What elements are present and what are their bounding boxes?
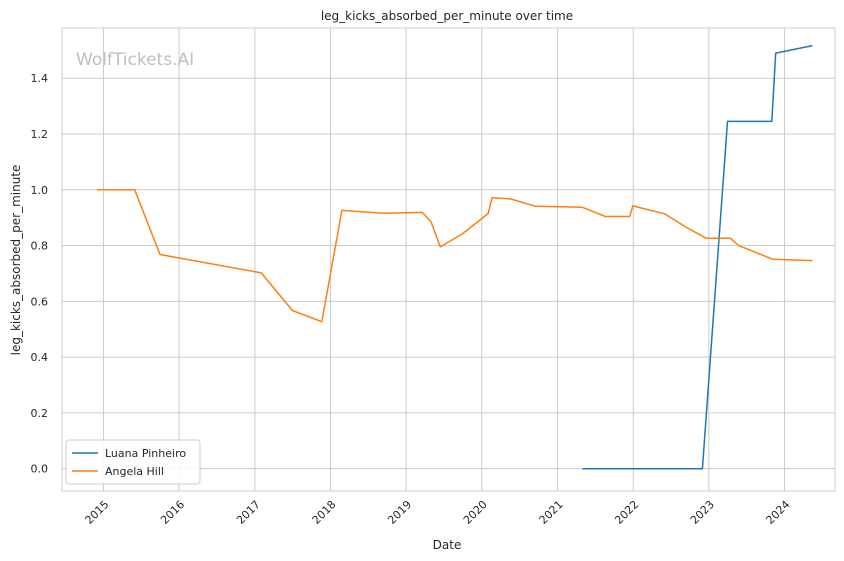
y-tick-label: 0.6 — [31, 295, 49, 308]
y-axis-ticks: 0.0 0.2 0.4 0.6 0.8 1.0 1.2 1.4 — [31, 72, 49, 475]
series-line-luana-pinheiro — [582, 44, 813, 470]
plot-frame — [61, 27, 836, 492]
watermark-text: WolfTickets.AI — [76, 50, 194, 70]
series-layer — [97, 44, 813, 470]
y-tick-label: 0.0 — [31, 463, 49, 476]
x-axis-label: Date — [433, 538, 462, 552]
y-tick-label: 1.4 — [31, 72, 49, 85]
legend-label: Luana Pinheiro — [105, 447, 186, 460]
y-tick-label: 0.4 — [31, 351, 49, 364]
y-tick-label: 0.2 — [31, 407, 49, 420]
series-line-angela-hill — [97, 189, 813, 323]
legend: Luana Pinheiro Angela Hill — [65, 439, 201, 485]
y-tick-label: 1.0 — [31, 184, 49, 197]
legend-label: Angela Hill — [105, 465, 164, 478]
y-tick-label: 0.8 — [31, 240, 49, 253]
chart-title: leg_kicks_absorbed_per_minute over time — [321, 9, 573, 23]
legend-box — [65, 439, 201, 485]
y-tick-label: 1.2 — [31, 128, 49, 141]
y-axis-label: leg_kicks_absorbed_per_minute — [9, 165, 23, 356]
